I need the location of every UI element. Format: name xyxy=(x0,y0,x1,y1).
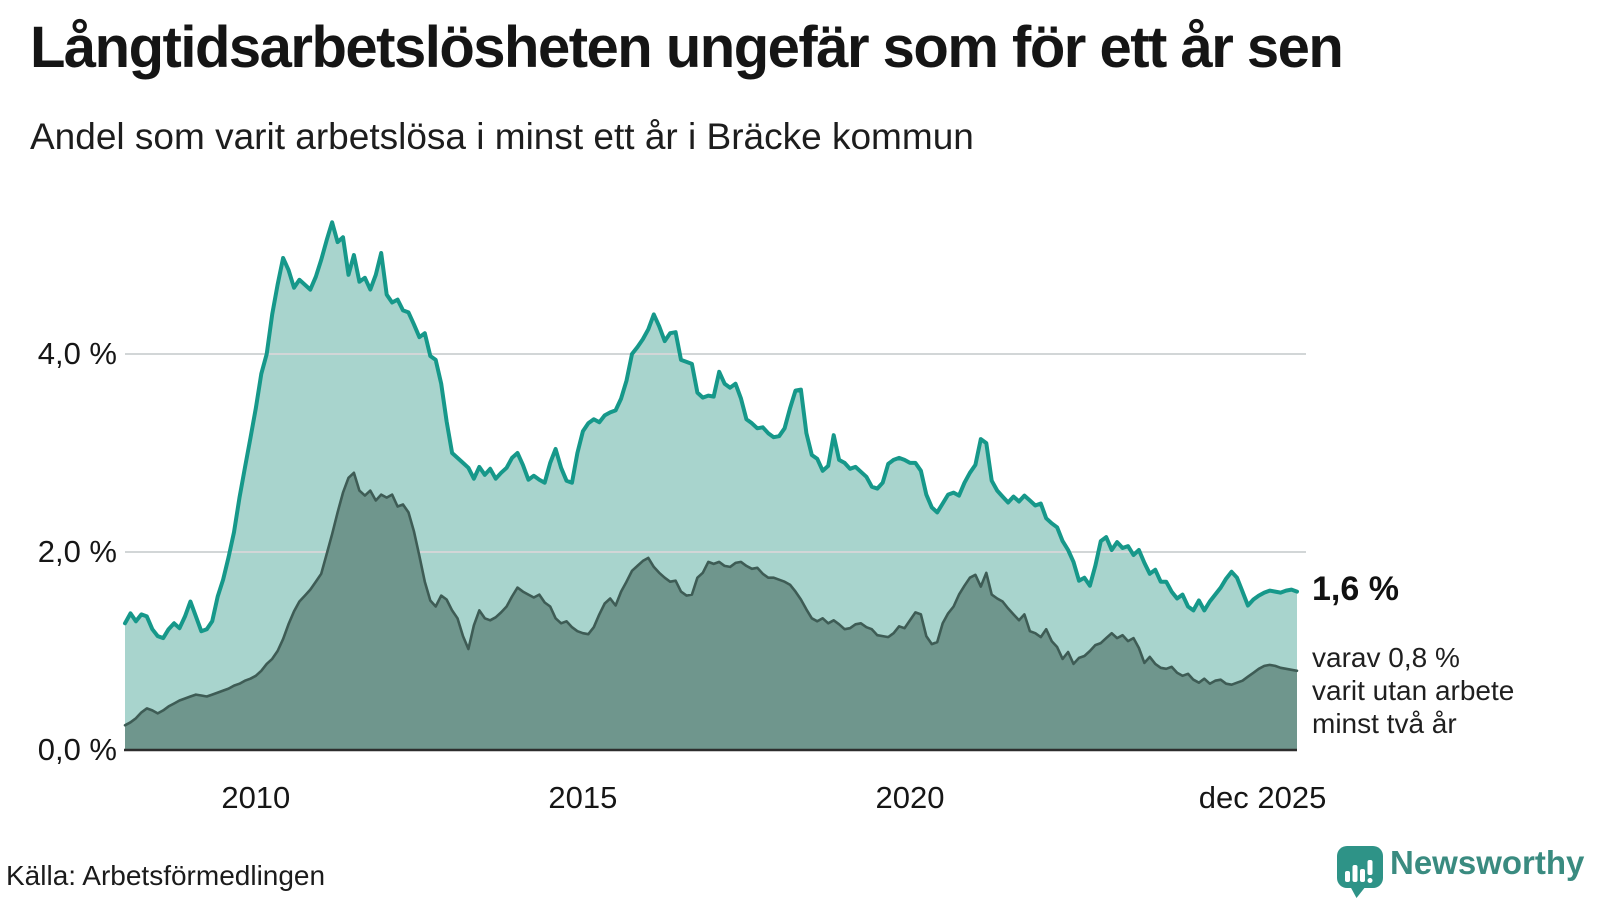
x-tick-label: 2020 xyxy=(875,780,945,815)
annotation-note: varav 0,8 % varit utan arbete minst två … xyxy=(1312,641,1514,740)
x-tick-label: 2010 xyxy=(221,780,291,815)
gridlines xyxy=(125,353,1306,553)
latest-value-label: 1,6 % xyxy=(1312,570,1399,608)
x-tick-label: 2015 xyxy=(548,780,618,815)
y-tick-label: 2,0 % xyxy=(37,534,117,569)
source-credit: Källa: Arbetsförmedlingen xyxy=(6,860,326,891)
brand-wordmark: Newsworthy xyxy=(1390,844,1585,881)
line-over-one-year xyxy=(123,220,1299,641)
page-subtitle: Andel som varit arbetslösa i minst ett å… xyxy=(30,116,974,157)
y-tick-label: 4,0 % xyxy=(37,336,117,371)
annotation-note-line: varit utan arbete xyxy=(1312,675,1515,706)
y-tick-label: 0,0 % xyxy=(37,732,117,767)
annotation-note-line: minst två år xyxy=(1312,708,1457,739)
x-tick-label: dec 2025 xyxy=(1198,780,1327,815)
brand-link[interactable]: Newsworthy xyxy=(1330,838,1584,900)
line-over-two-years xyxy=(123,471,1299,727)
area-over-two-years xyxy=(125,472,1297,750)
newsworthy-logo-icon xyxy=(1337,846,1383,898)
page-title: Långtidsarbetslösheten ungefär som för e… xyxy=(30,15,1344,80)
annotation-note-line: varav 0,8 % xyxy=(1312,642,1460,673)
